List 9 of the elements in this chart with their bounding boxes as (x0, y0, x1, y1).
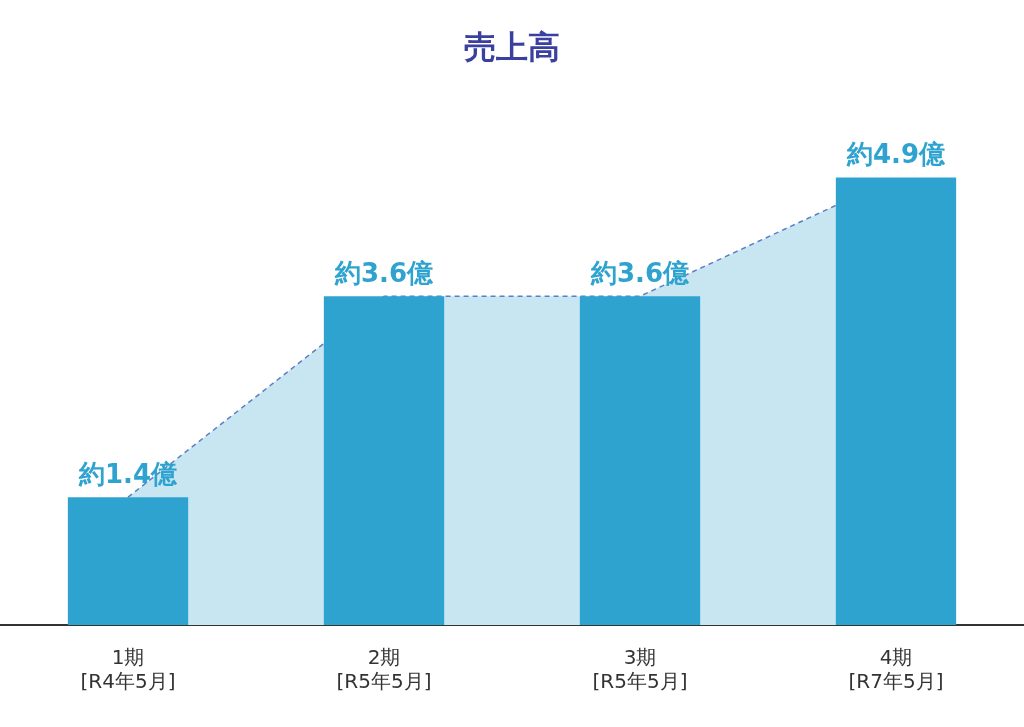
data-label: 約1.4億 (77, 458, 179, 489)
x-tick-label: 2期 [R5年5月] (336, 645, 432, 694)
chart-title: 売上高 (464, 27, 560, 66)
x-tick-label: 4期 [R7年5月] (848, 645, 944, 694)
data-label: 約3.6億 (333, 258, 435, 288)
x-tick-label: 3期 [R5年5月] (592, 645, 688, 694)
data-label: 約3.6億 (589, 258, 691, 288)
data-label: 約4.9億 (845, 139, 947, 170)
x-tick-label: 1期 [R4年5月] (80, 645, 176, 694)
